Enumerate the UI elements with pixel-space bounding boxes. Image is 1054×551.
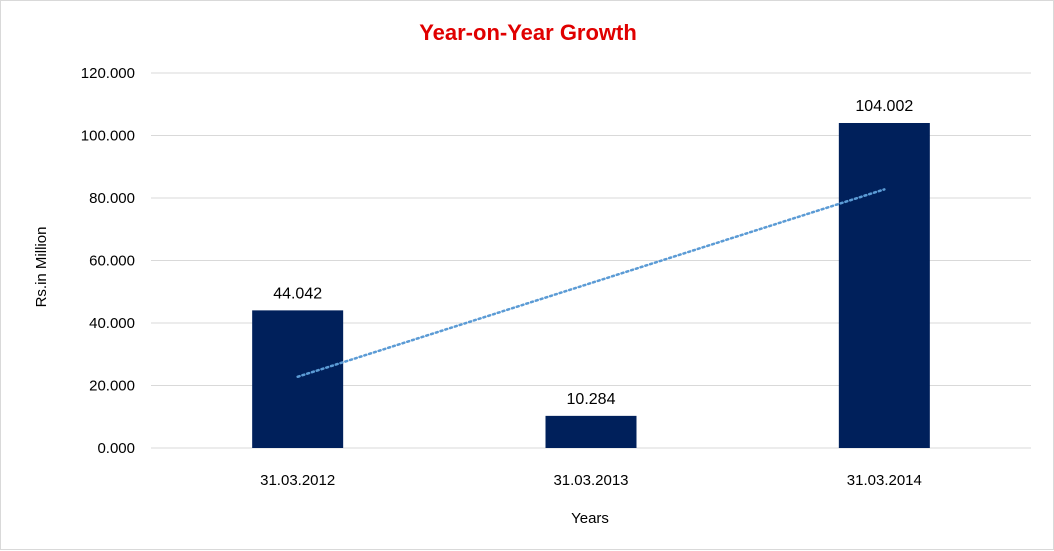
x-tick-label: 31.03.2013 (553, 472, 628, 489)
y-tick-label: 40.000 (89, 315, 135, 332)
trendline-layer (296, 188, 886, 379)
y-tick-label: 100.000 (81, 128, 135, 145)
y-tick-label: 120.000 (81, 65, 135, 82)
trendline (296, 188, 886, 379)
y-tick-label: 80.000 (89, 190, 135, 207)
y-tick-label: 0.000 (97, 440, 135, 457)
y-tick-label: 60.000 (89, 253, 135, 270)
bar (545, 415, 637, 448)
y-axis-title: Rs.in Million (33, 227, 50, 308)
x-axis-ticks: 31.03.2012 31.03.2013 31.03.2014 (260, 472, 922, 489)
x-axis-title: Years (571, 510, 609, 527)
bar (838, 122, 930, 449)
bars (252, 122, 930, 449)
chart-title: Year-on-Year Growth (419, 20, 637, 45)
x-tick-label: 31.03.2014 (847, 472, 922, 489)
bar (252, 310, 344, 448)
data-label: 104.002 (855, 98, 913, 115)
data-label: 44.042 (273, 285, 322, 302)
data-labels: 44.042 10.284 104.002 (273, 98, 913, 408)
y-axis-ticks: 0.000 20.000 40.000 60.000 80.000 100.000 120.… (81, 65, 135, 457)
y-tick-label: 20.000 (89, 378, 135, 395)
data-label: 10.284 (567, 391, 616, 408)
x-tick-label: 31.03.2012 (260, 472, 335, 489)
